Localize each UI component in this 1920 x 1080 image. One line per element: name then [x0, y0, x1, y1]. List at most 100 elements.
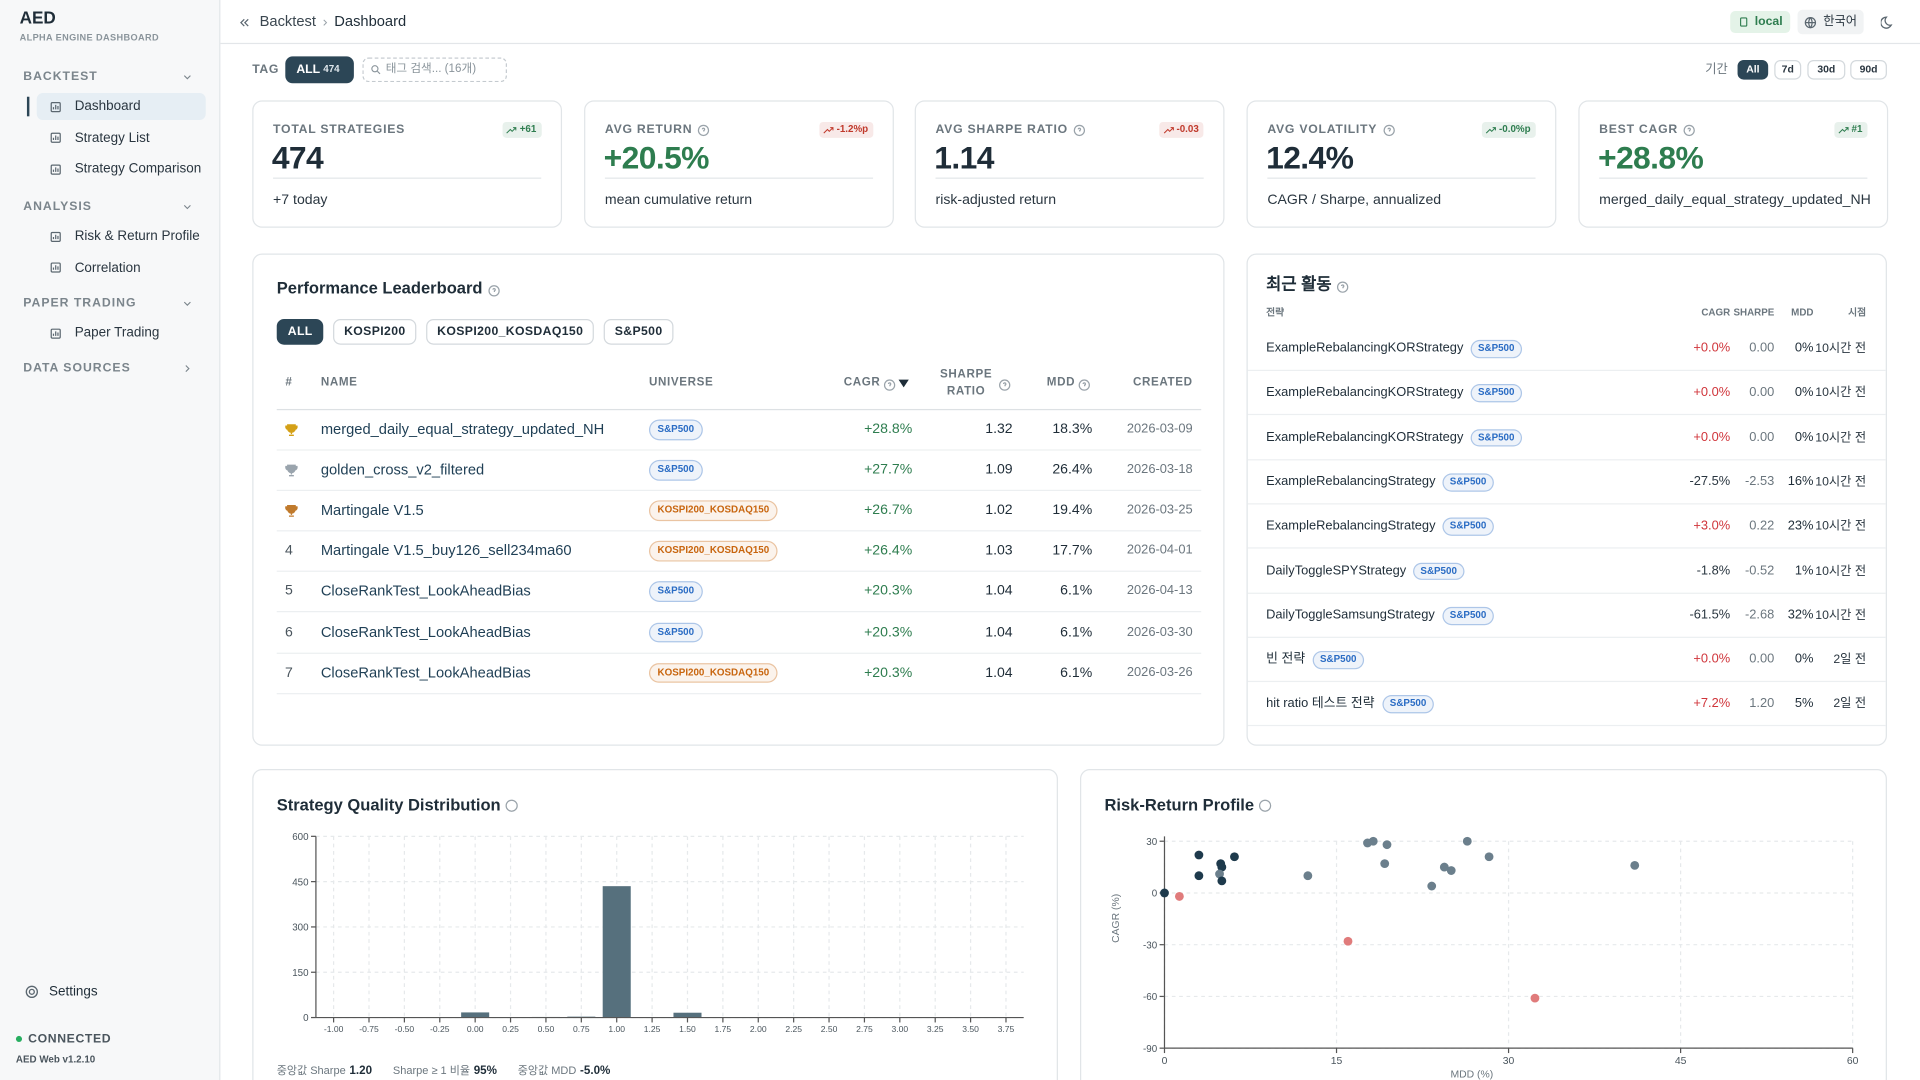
strategy-name[interactable]: CloseRankTest_LookAheadBias: [320, 582, 531, 600]
section-chevron[interactable]: [181, 201, 193, 213]
status-dot: [15, 1035, 23, 1043]
kpi-caption: mean cumulative return: [604, 193, 753, 208]
universe-badge: S&P500: [648, 419, 703, 441]
section-chevron[interactable]: [181, 71, 193, 83]
nav-item[interactable]: Dashboard: [74, 99, 141, 114]
column-header[interactable]: #: [285, 375, 293, 390]
period-button[interactable]: [1807, 60, 1846, 80]
column-header[interactable]: SHARPE RATIO: [940, 367, 993, 398]
column-header[interactable]: UNIVERSE: [648, 375, 714, 390]
theme-toggle[interactable]: [1880, 15, 1896, 30]
nav-active-bg[interactable]: [36, 93, 206, 120]
table-row[interactable]: [276, 532, 1202, 573]
nav-icon[interactable]: [49, 100, 62, 113]
section-chevron[interactable]: [181, 298, 193, 310]
universe-filter[interactable]: KOSPI200: [333, 318, 417, 345]
kpi-label: AVG RETURN: [604, 123, 693, 137]
activity-strategy[interactable]: ExampleRebalancingKORStrategy: [1266, 385, 1464, 400]
period-label-text[interactable]: 30d: [1817, 62, 1836, 76]
nav-icon[interactable]: [49, 261, 62, 274]
nav-item[interactable]: Strategy List: [74, 130, 150, 146]
tag-search[interactable]: [362, 57, 507, 83]
period-button[interactable]: [1774, 60, 1802, 80]
activity-strategy[interactable]: ExampleRebalancingKORStrategy: [1266, 340, 1464, 356]
column-header[interactable]: CAGR: [843, 375, 881, 390]
nav-item[interactable]: Risk & Return Profile: [74, 228, 200, 244]
section-header[interactable]: ANALYSIS: [23, 200, 92, 214]
stat-label: Sharpe ≥ 1 비율: [393, 1064, 470, 1077]
nav-icon[interactable]: [49, 326, 62, 339]
activity-column-header: 시점: [1848, 306, 1867, 318]
activity-strategy[interactable]: DailyToggleSamsungStrategy: [1266, 607, 1435, 623]
table-row[interactable]: [276, 613, 1202, 654]
table-row[interactable]: [276, 491, 1202, 532]
x-tick-label: -0.25: [430, 1024, 450, 1034]
activity-time: 10시간 전: [1815, 475, 1867, 490]
column-header[interactable]: CREATED: [1132, 375, 1193, 390]
universe-filter[interactable]: KOSPI200_KOSDAQ150: [426, 318, 595, 345]
period-label-text[interactable]: 7d: [1781, 62, 1794, 76]
activity-row[interactable]: [1247, 683, 1886, 727]
scatter-point: [1174, 892, 1184, 901]
activity-row[interactable]: [1247, 460, 1886, 505]
collapse-button[interactable]: [238, 15, 251, 28]
column-header[interactable]: NAME: [320, 375, 358, 390]
activity-strategy[interactable]: ExampleRebalancingStrategy: [1266, 474, 1436, 489]
activity-strategy[interactable]: hit ratio 테스트 전략: [1266, 696, 1375, 711]
strategy-name[interactable]: golden_cross_v2_filtered: [320, 461, 485, 479]
settings-link[interactable]: Settings: [48, 984, 98, 1000]
activity-row[interactable]: [1247, 638, 1886, 683]
breadcrumb[interactable]: Backtest: [259, 12, 316, 30]
activity-time: 10시간 전: [1815, 431, 1867, 445]
y-tick-label: 0: [303, 1013, 309, 1024]
table-row[interactable]: [276, 653, 1202, 694]
sort-icon[interactable]: [898, 377, 910, 389]
period-button[interactable]: [1737, 60, 1769, 80]
tag-all[interactable]: [285, 56, 354, 84]
activity-row[interactable]: [1247, 416, 1886, 460]
strategy-name[interactable]: Martingale V1.5: [320, 501, 424, 519]
env-badge[interactable]: [1730, 11, 1791, 34]
nav-icon[interactable]: [49, 162, 62, 175]
section-chevron[interactable]: [181, 362, 193, 374]
table-row[interactable]: [276, 572, 1202, 613]
nav-item[interactable]: Paper Trading: [74, 325, 160, 341]
activity-column-header: CAGR: [1701, 306, 1731, 318]
universe-filter[interactable]: S&P500: [603, 318, 674, 345]
kpi-value: 474: [271, 139, 324, 176]
scatter-point: [1382, 840, 1392, 850]
table-row[interactable]: [276, 410, 1202, 451]
section-header[interactable]: PAPER TRADING: [23, 296, 137, 311]
activity-strategy[interactable]: ExampleRebalancingStrategy: [1266, 518, 1436, 534]
section-header[interactable]: DATA SOURCES: [23, 361, 131, 376]
nav-item[interactable]: Strategy Comparison: [74, 161, 202, 177]
activity-strategy[interactable]: DailyToggleSPYStrategy: [1266, 562, 1407, 578]
nav-item[interactable]: Correlation: [74, 260, 141, 275]
activity-row[interactable]: [1247, 327, 1886, 372]
period-label-text[interactable]: All: [1746, 62, 1760, 76]
activity-row[interactable]: [1247, 505, 1886, 549]
nav-icon[interactable]: [49, 131, 62, 144]
table-row[interactable]: [276, 451, 1202, 492]
strategy-name[interactable]: merged_daily_equal_strategy_updated_NH: [320, 420, 605, 438]
section-header[interactable]: BACKTEST: [23, 70, 98, 84]
x-tick-label: 1.25: [644, 1024, 661, 1034]
created: 2026-03-30: [1126, 624, 1193, 639]
activity-row[interactable]: [1247, 371, 1886, 416]
strategy-name[interactable]: CloseRankTest_LookAheadBias: [320, 663, 531, 681]
sharpe: 1.02: [985, 503, 1013, 518]
kpi-caption: +7 today: [273, 193, 328, 208]
column-header[interactable]: MDD: [1046, 375, 1076, 390]
activity-row[interactable]: [1247, 549, 1886, 594]
activity-strategy[interactable]: ExampleRebalancingKORStrategy: [1266, 429, 1464, 445]
strategy-name[interactable]: CloseRankTest_LookAheadBias: [320, 623, 531, 641]
activity-row[interactable]: [1247, 594, 1886, 638]
settings-icon[interactable]: [24, 984, 39, 999]
activity-strategy[interactable]: 빈 전략: [1266, 651, 1306, 667]
universe-filter[interactable]: ALL: [276, 318, 324, 345]
strategy-name[interactable]: Martingale V1.5_buy126_sell234ma60: [320, 542, 572, 560]
period-label-text[interactable]: 90d: [1859, 62, 1878, 76]
kpi-delta: -0.0%p: [1481, 121, 1536, 138]
nav-icon[interactable]: [49, 230, 62, 243]
period-button[interactable]: [1850, 60, 1887, 80]
